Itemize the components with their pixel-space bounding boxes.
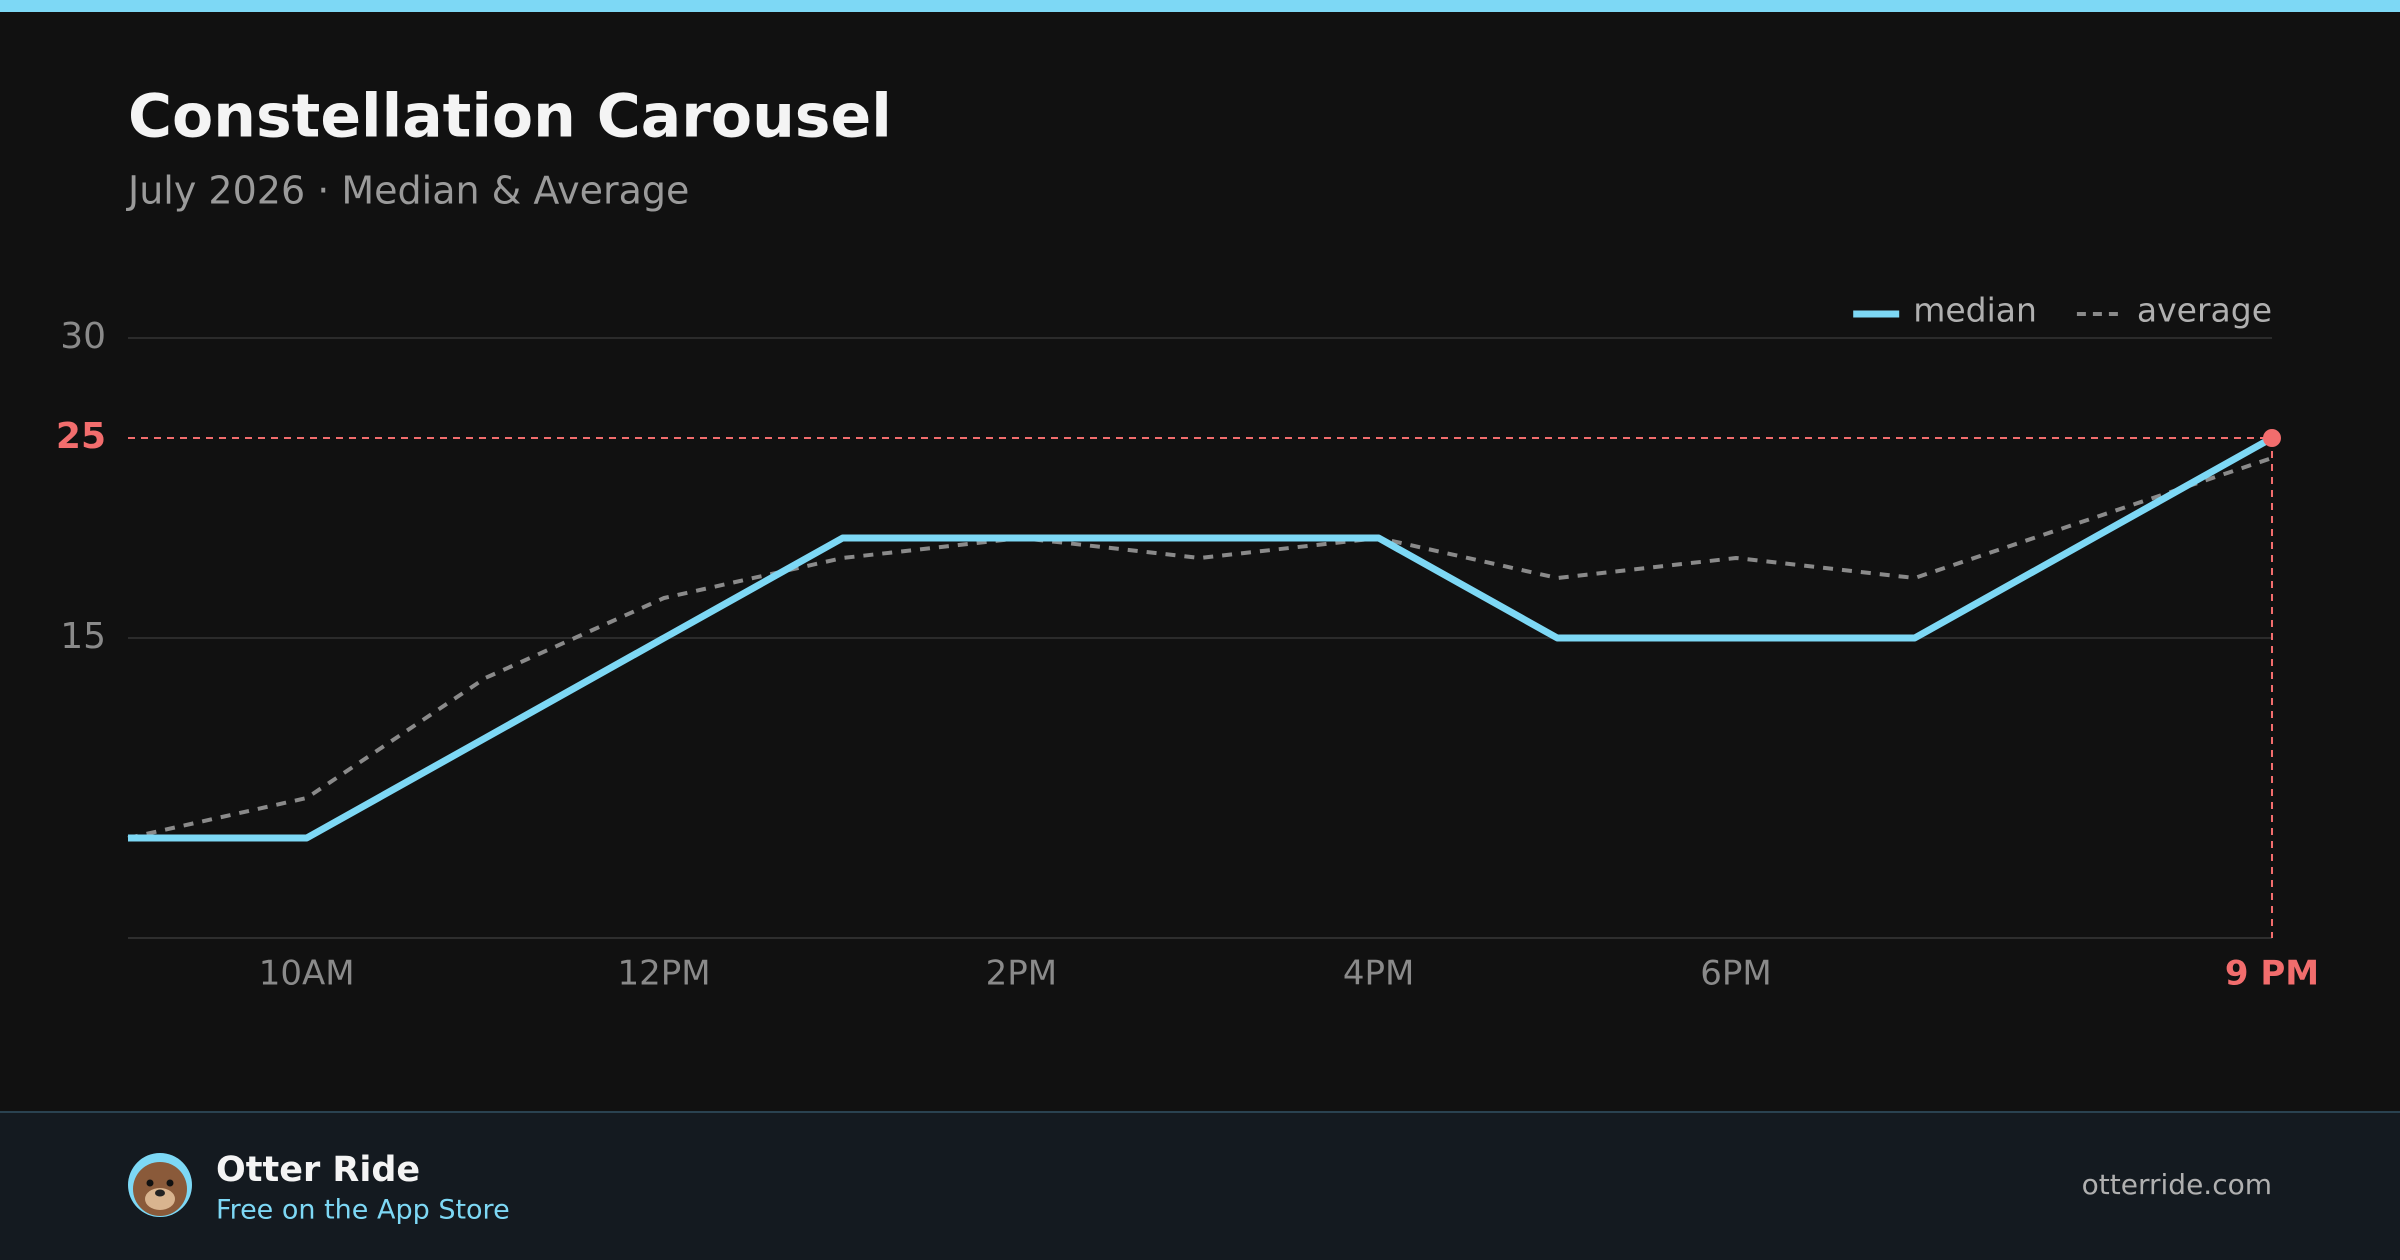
- y-tick-label: 15: [60, 616, 106, 657]
- y-tick-label: 30: [60, 316, 106, 357]
- x-tick-label: 4PM: [1343, 954, 1414, 994]
- chart-title: Constellation Carousel: [128, 82, 892, 152]
- footer: [0, 1112, 2400, 1260]
- top-bar: [0, 0, 2400, 12]
- x-tick-label: 9 PM: [2225, 954, 2319, 994]
- website: otterride.com: [2082, 1168, 2272, 1201]
- x-tick-label: 10AM: [259, 954, 355, 994]
- chart-subtitle: July 2026 · Median & Average: [126, 169, 689, 213]
- app-tagline: Free on the App Store: [216, 1195, 510, 1226]
- legend-label: average: [2137, 291, 2272, 330]
- app-name: Otter Ride: [216, 1150, 420, 1190]
- x-tick-label: 6PM: [1700, 954, 1771, 994]
- highlight-dot: [2263, 429, 2281, 447]
- series-line: [127, 456, 2273, 840]
- y-tick-label: 25: [56, 416, 106, 457]
- x-tick-label: 2PM: [986, 954, 1057, 994]
- series-line: [128, 434, 2274, 842]
- x-tick-label: 12PM: [617, 954, 710, 994]
- app-icon: [128, 1153, 192, 1217]
- legend-label: median: [1913, 291, 2037, 330]
